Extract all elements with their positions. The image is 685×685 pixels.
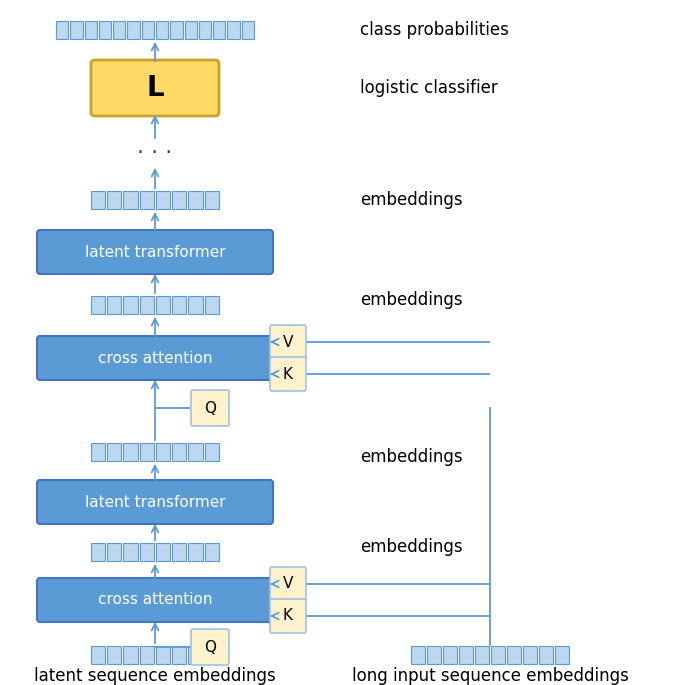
Text: L: L	[146, 74, 164, 102]
Bar	[156, 543, 171, 561]
Bar	[443, 646, 457, 664]
Bar	[91, 443, 105, 461]
Bar	[188, 646, 203, 664]
Text: K: K	[283, 608, 293, 623]
Bar	[123, 543, 138, 561]
FancyBboxPatch shape	[191, 390, 229, 426]
FancyBboxPatch shape	[270, 599, 306, 633]
Bar	[188, 543, 203, 561]
Bar	[459, 646, 473, 664]
Bar	[123, 443, 138, 461]
Text: logistic classifier: logistic classifier	[360, 79, 498, 97]
Text: V: V	[283, 577, 293, 592]
Bar	[427, 646, 441, 664]
Bar	[199, 21, 211, 39]
Bar	[205, 191, 219, 209]
Text: cross attention: cross attention	[98, 593, 212, 608]
Text: latent transformer: latent transformer	[85, 245, 225, 260]
Bar	[172, 543, 186, 561]
Text: V: V	[283, 334, 293, 349]
FancyBboxPatch shape	[37, 480, 273, 524]
Bar	[172, 646, 186, 664]
Bar	[171, 21, 183, 39]
Bar	[156, 296, 171, 314]
Bar	[555, 646, 569, 664]
Bar	[539, 646, 553, 664]
Bar	[142, 21, 154, 39]
Bar	[188, 296, 203, 314]
Bar	[475, 646, 489, 664]
Bar	[156, 191, 171, 209]
Bar	[140, 296, 154, 314]
Bar	[56, 21, 68, 39]
FancyBboxPatch shape	[270, 357, 306, 391]
Bar	[123, 646, 138, 664]
Text: · · ·: · · ·	[138, 143, 173, 163]
Bar	[91, 296, 105, 314]
Text: embeddings: embeddings	[360, 291, 462, 309]
Text: cross attention: cross attention	[98, 351, 212, 366]
Bar	[84, 21, 97, 39]
Bar	[156, 21, 169, 39]
Bar	[188, 443, 203, 461]
Bar	[108, 543, 121, 561]
FancyBboxPatch shape	[270, 325, 306, 359]
Bar	[108, 646, 121, 664]
Bar	[108, 191, 121, 209]
Text: latent transformer: latent transformer	[85, 495, 225, 510]
Text: long input sequence embeddings: long input sequence embeddings	[351, 667, 628, 685]
Bar	[127, 21, 140, 39]
Bar	[205, 543, 219, 561]
Bar	[123, 296, 138, 314]
Bar	[113, 21, 125, 39]
Bar	[205, 443, 219, 461]
Bar	[491, 646, 505, 664]
Text: embeddings: embeddings	[360, 448, 462, 466]
FancyBboxPatch shape	[37, 336, 273, 380]
Bar	[156, 443, 171, 461]
FancyBboxPatch shape	[37, 230, 273, 274]
Bar	[227, 21, 240, 39]
Bar	[123, 191, 138, 209]
Bar	[411, 646, 425, 664]
Bar	[108, 443, 121, 461]
Text: latent sequence embeddings: latent sequence embeddings	[34, 667, 276, 685]
Bar	[507, 646, 521, 664]
FancyBboxPatch shape	[37, 578, 273, 622]
Bar	[91, 191, 105, 209]
Bar	[172, 191, 186, 209]
Bar	[140, 443, 154, 461]
Bar	[172, 296, 186, 314]
Bar	[184, 21, 197, 39]
Bar	[140, 543, 154, 561]
Bar	[205, 296, 219, 314]
Bar	[140, 646, 154, 664]
Text: K: K	[283, 366, 293, 382]
Bar	[156, 646, 171, 664]
Bar	[91, 543, 105, 561]
Bar	[99, 21, 111, 39]
FancyBboxPatch shape	[191, 629, 229, 665]
Text: embeddings: embeddings	[360, 191, 462, 209]
Text: embeddings: embeddings	[360, 538, 462, 556]
Text: class probabilities: class probabilities	[360, 21, 509, 39]
Bar	[242, 21, 254, 39]
Bar	[140, 191, 154, 209]
Bar	[205, 646, 219, 664]
Bar	[91, 646, 105, 664]
Bar	[213, 21, 225, 39]
Bar	[523, 646, 537, 664]
Text: Q: Q	[204, 640, 216, 654]
Text: Q: Q	[204, 401, 216, 416]
FancyBboxPatch shape	[91, 60, 219, 116]
Bar	[71, 21, 83, 39]
Bar	[108, 296, 121, 314]
FancyBboxPatch shape	[270, 567, 306, 601]
Bar	[172, 443, 186, 461]
Bar	[188, 191, 203, 209]
